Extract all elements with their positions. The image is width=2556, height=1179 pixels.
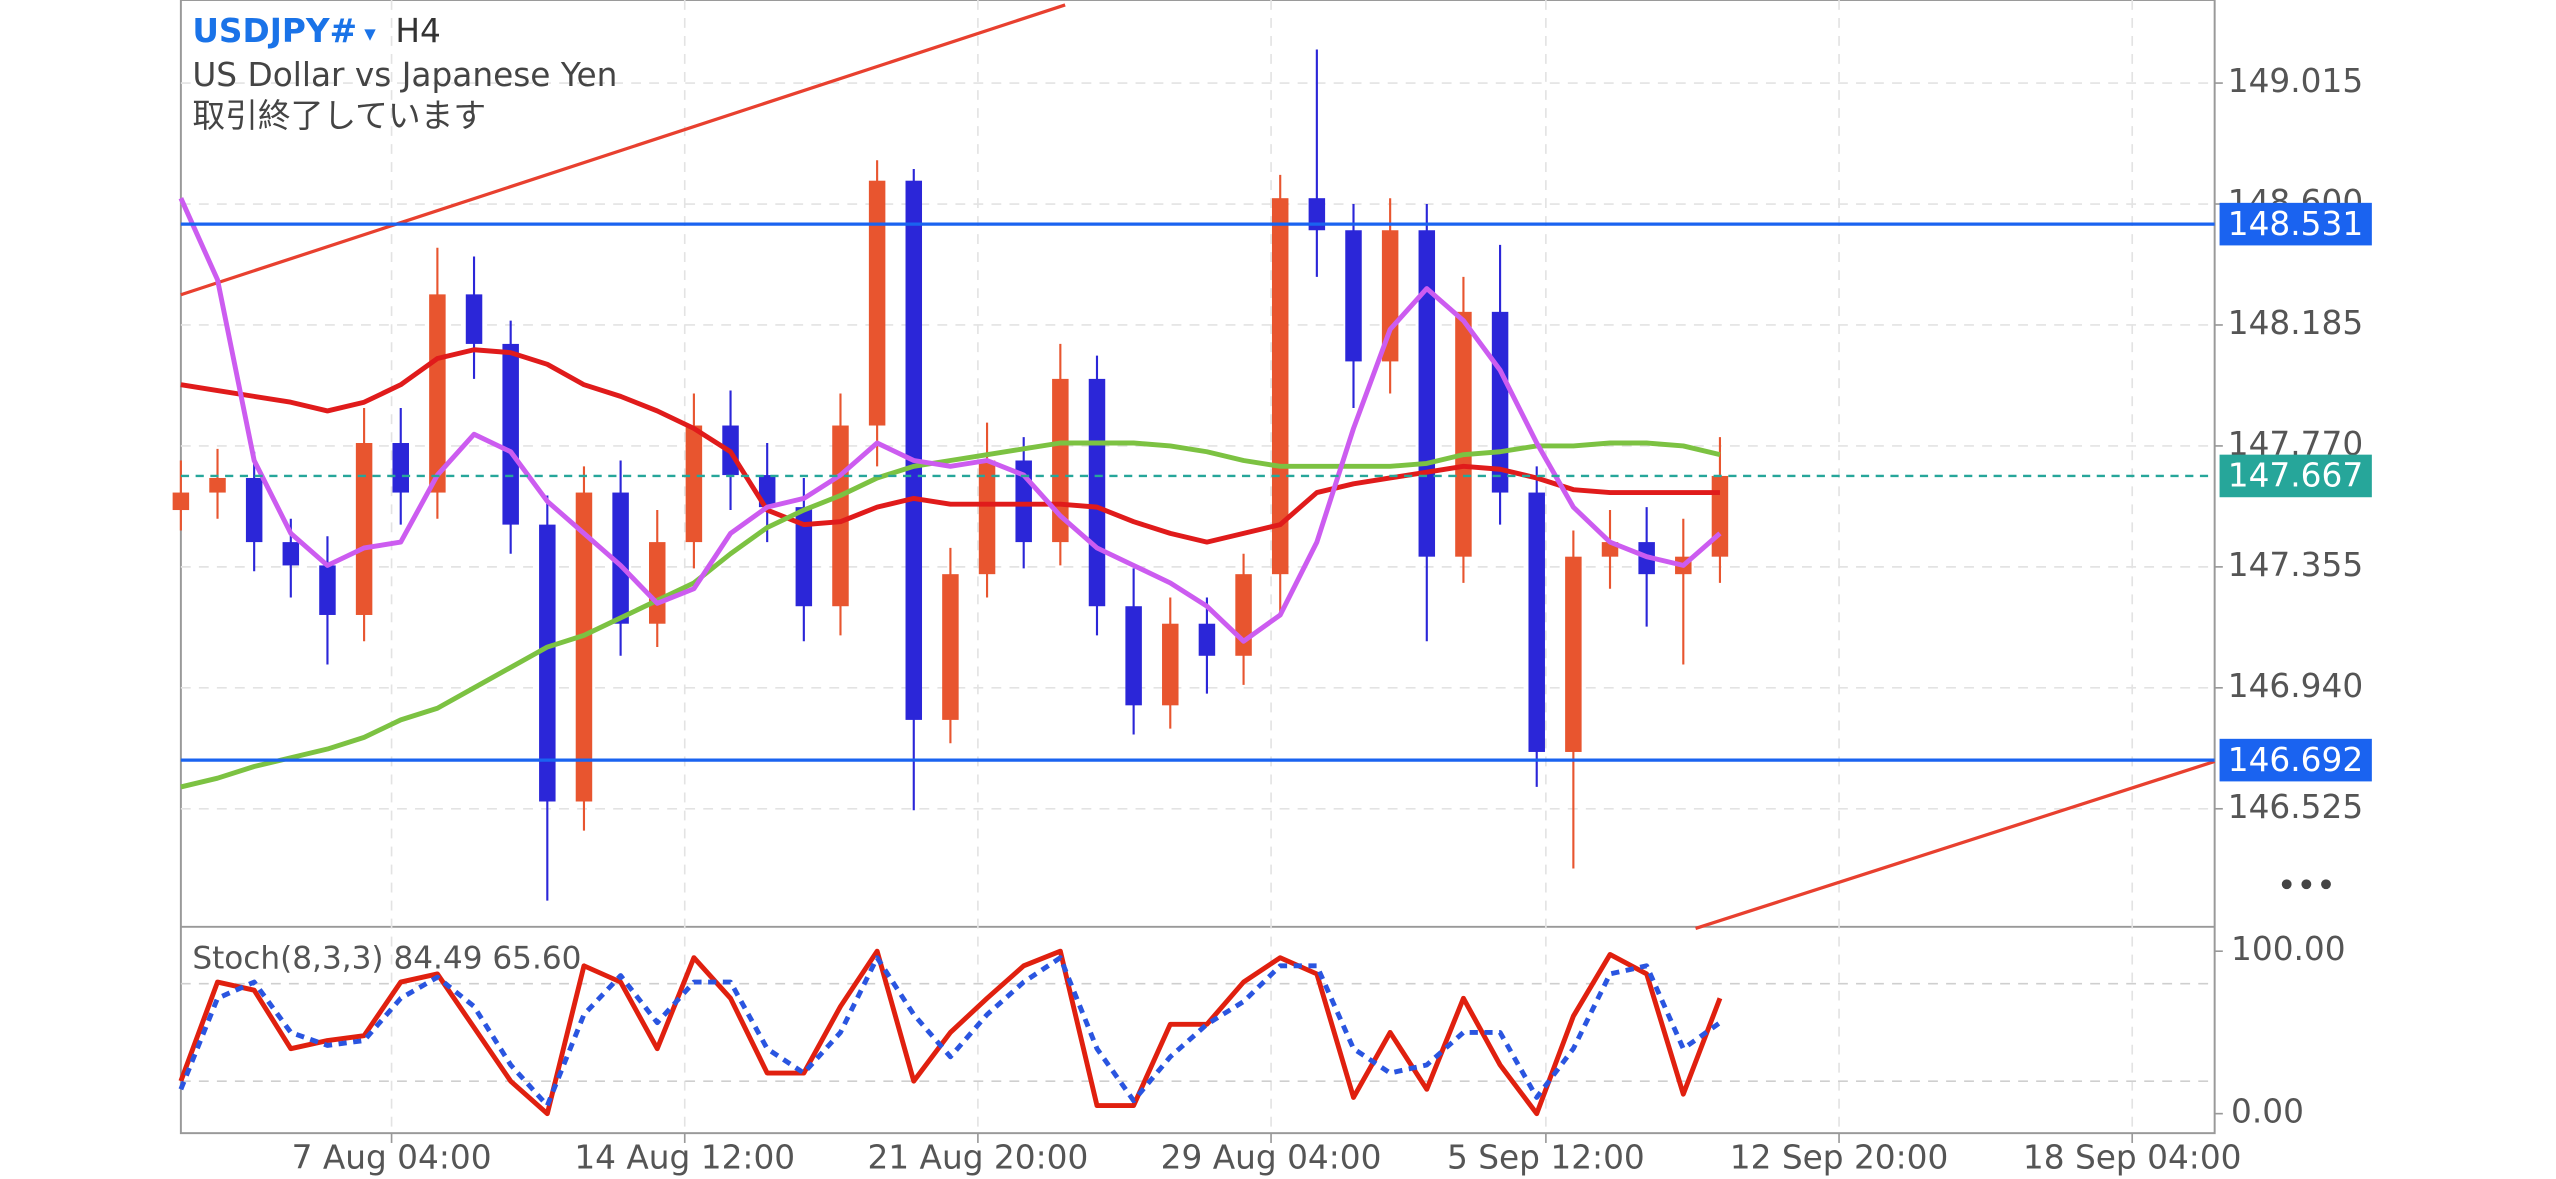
- grid: [180, 0, 2215, 1143]
- candle-body: [832, 425, 849, 607]
- candle-body: [1162, 623, 1179, 706]
- x-tick-label: 29 Aug 04:00: [1161, 1138, 1382, 1176]
- candle-body: [355, 443, 373, 615]
- x-tick-label: 12 Sep 20:00: [1730, 1138, 1949, 1176]
- candle-body: [1528, 492, 1545, 752]
- price-label: 147.667: [2228, 457, 2363, 495]
- candle-body: [1711, 475, 1729, 557]
- price-label-box: [2219, 202, 2372, 246]
- candle-body: [978, 460, 996, 575]
- dropdown-icon[interactable]: ▾: [364, 21, 376, 47]
- candle-body: [392, 443, 409, 493]
- y-tick-label: 149.015: [2228, 62, 2363, 100]
- candle-body: [245, 477, 263, 543]
- candle-body: [1491, 311, 1509, 493]
- y-tick-label: 148.185: [2228, 304, 2363, 342]
- status: 取引終了しています: [192, 97, 486, 135]
- y-tick-label: 0.00: [2231, 1093, 2304, 1131]
- candle-body: [1381, 230, 1399, 362]
- x-tick-label: 14 Aug 12:00: [574, 1138, 795, 1176]
- symbol[interactable]: USDJPY#: [192, 12, 357, 50]
- candle-body: [502, 343, 519, 525]
- candle-body: [282, 542, 300, 566]
- candle-body: [1345, 230, 1362, 362]
- trendline: [1695, 759, 2216, 931]
- price-label: 148.531: [2228, 205, 2363, 243]
- header: USDJPY# ▾ H4 US Dollar vs Japanese Yen 取…: [192, 12, 617, 977]
- candle-body: [1565, 556, 1582, 752]
- candle-body: [1052, 378, 1069, 543]
- main-panel: [172, 49, 2215, 901]
- stoch-panel: [178, 948, 1723, 1117]
- candle-body: [1271, 198, 1289, 575]
- y-tick-label: 100.00: [2231, 930, 2346, 968]
- candle-body: [319, 565, 336, 615]
- indicator-line: [180, 440, 1721, 790]
- candle-body: [539, 524, 556, 802]
- candle-body: [1308, 198, 1326, 231]
- more-menu[interactable]: [2281, 879, 2331, 890]
- candle-body: [1198, 623, 1216, 656]
- candle-body: [685, 425, 703, 543]
- price-label: 146.692: [2228, 741, 2363, 779]
- indicator-line: [180, 347, 1720, 545]
- candle-body: [575, 492, 593, 802]
- candle-body: [795, 507, 813, 607]
- candle-body: [612, 492, 629, 624]
- price-label-box: [2219, 454, 2372, 498]
- candle-body: [1418, 230, 1436, 557]
- price-label-box: [2219, 738, 2372, 782]
- candle-body: [1088, 378, 1106, 607]
- candle-body: [649, 542, 666, 624]
- trendline: [180, 3, 1066, 297]
- indicator-line: [178, 948, 1723, 1117]
- candle-body: [1455, 311, 1472, 557]
- candle-body: [172, 492, 190, 511]
- stoch-title: Stoch(8,3,3) 84.49 65.60: [192, 941, 581, 977]
- candle-body: [1125, 606, 1142, 706]
- x-tick-label: 18 Sep 04:00: [2023, 1138, 2242, 1176]
- y-tick-label: 146.525: [2228, 788, 2363, 826]
- y-tick-label: 146.940: [2228, 667, 2363, 705]
- candle-body: [429, 294, 446, 493]
- price-axis: 7 Aug 04:00 14 Aug 12:00 21 Aug 20:00 29 Au…: [292, 62, 2372, 1176]
- x-tick-label: 21 Aug 20:00: [867, 1138, 1088, 1176]
- candle-body: [905, 180, 923, 720]
- candle-body: [465, 294, 483, 344]
- x-tick-label: 7 Aug 04:00: [292, 1138, 492, 1176]
- y-tick-label: 147.355: [2228, 546, 2363, 584]
- candle-body: [209, 477, 226, 493]
- timeframe[interactable]: H4: [395, 12, 440, 50]
- indicator-line: [178, 955, 1722, 1108]
- x-tick-label: 5 Sep 12:00: [1447, 1138, 1645, 1176]
- subtitle: US Dollar vs Japanese Yen: [192, 56, 617, 94]
- candle-body: [868, 180, 886, 426]
- candle-body: [942, 574, 959, 720]
